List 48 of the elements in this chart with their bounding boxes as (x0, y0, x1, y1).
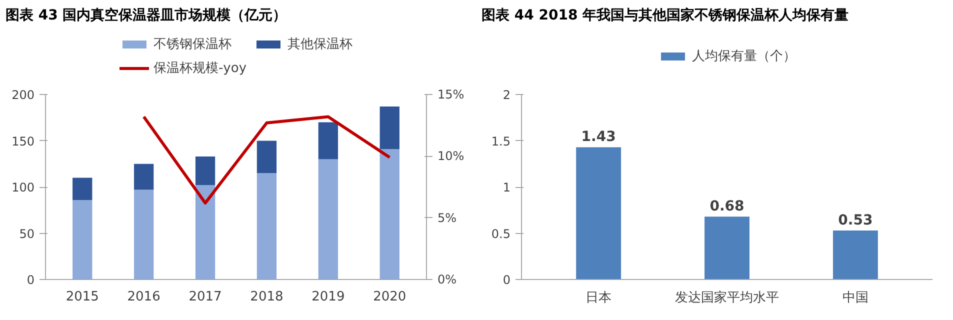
x-tick-label: 2019 (312, 290, 345, 304)
y2-tick-label: 5% (438, 210, 457, 225)
bar (72, 178, 92, 200)
bar (576, 147, 622, 280)
bar (380, 106, 400, 150)
bar (134, 190, 154, 280)
y-tick-label: 50 (19, 226, 35, 241)
y-tick-label: 1 (502, 180, 511, 194)
y-tick-label: 150 (12, 134, 34, 148)
bar (256, 140, 277, 174)
chart-title: 图表 44 2018 年我国与其他国家不锈钢保温杯人均保有量 (482, 6, 849, 24)
y-tick-label: 200 (12, 88, 34, 102)
y-tick-label: 0 (26, 273, 35, 287)
y-tick-label: 1.5 (491, 134, 511, 148)
line-series (142, 115, 392, 205)
x-tick-label: 2018 (250, 290, 284, 304)
bar (380, 149, 400, 280)
bar (72, 200, 92, 280)
y2-tick-label: 0% (438, 272, 457, 286)
bar (318, 122, 338, 160)
x-tick-label: 2017 (188, 290, 222, 304)
y-tick-label: 2 (502, 88, 511, 102)
data-label: 1.43 (581, 129, 616, 146)
x-tick-label: 2015 (66, 290, 99, 304)
legend-label: 保温杯规模-yoy (153, 60, 247, 77)
x-tick-label: 2016 (127, 290, 160, 304)
y-tick-label: 0 (502, 273, 511, 287)
y-tick-label: 0.5 (491, 226, 511, 241)
x-tick-label: 2020 (373, 290, 406, 304)
bar (195, 185, 216, 280)
bar (134, 164, 154, 190)
x-tick-label: 发达国家平均水平 (675, 290, 779, 306)
bar (704, 216, 750, 280)
bar (256, 173, 277, 280)
bar (832, 230, 878, 280)
legend-label: 人均保有量（个） (692, 48, 796, 65)
x-tick-label: 中国 (842, 290, 868, 306)
legend-label: 其他保温杯 (288, 36, 353, 53)
bar (318, 159, 338, 280)
y-tick-label: 100 (12, 180, 34, 194)
legend-label: 不锈钢保温杯 (153, 36, 232, 53)
bar (195, 156, 216, 186)
data-label: 0.68 (710, 198, 744, 215)
y2-tick-label: 15% (438, 88, 464, 102)
data-label: 0.53 (838, 212, 873, 228)
x-tick-label: 日本 (586, 290, 612, 306)
y2-tick-label: 10% (438, 149, 464, 164)
chart-title: 图表 43 国内真空保温器皿市场规模（亿元） (6, 6, 287, 24)
